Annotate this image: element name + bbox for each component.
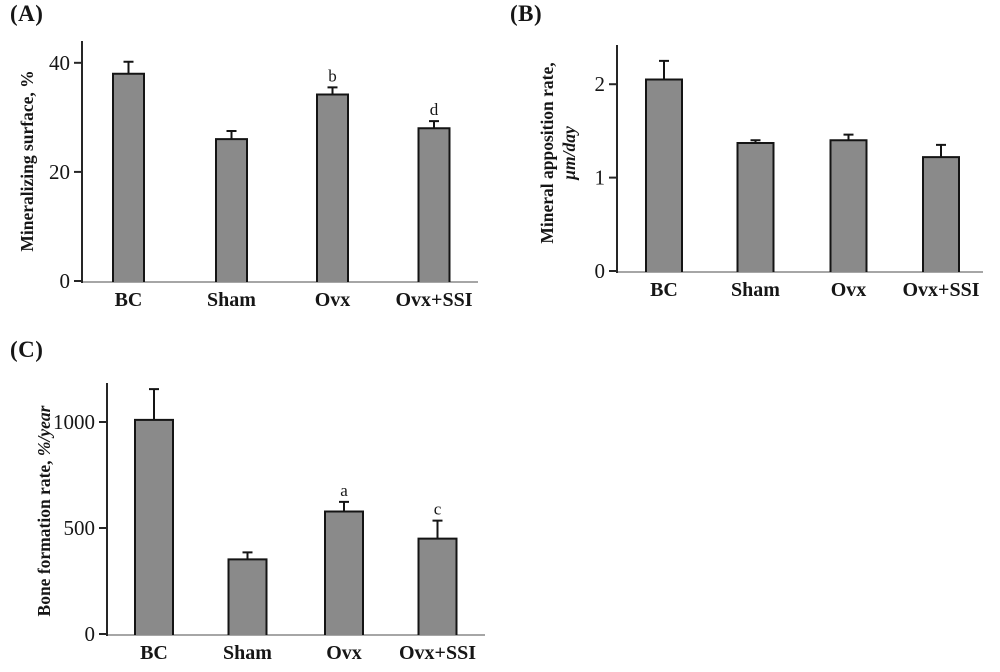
y-tick-label: 0 (85, 622, 96, 646)
error-bar-BC (149, 388, 159, 420)
y-tick-label: 2 (595, 72, 606, 96)
panel-label-c: (C) (10, 337, 44, 362)
sig-letter-Ovx+SSI: d (430, 100, 439, 119)
y-tick-label: 40 (49, 51, 70, 75)
panel-label-b: (B) (510, 1, 543, 26)
error-bar-Sham (226, 130, 237, 140)
error-bar-BC (659, 59, 669, 80)
sig-letter-Ovx: b (328, 66, 337, 85)
x-tick-label-Ovx+SSI: Ovx+SSI (399, 642, 476, 664)
bar-Sham (227, 558, 268, 635)
error-bar-Ovx (327, 86, 338, 95)
error-bar-Ovx+SSI (432, 519, 443, 539)
sig-letter-Ovx+SSI: c (434, 500, 442, 519)
error-bar-Ovx+SSI (429, 120, 439, 129)
bar-BC (645, 78, 683, 272)
x-tick-label-Ovx+SSI: Ovx+SSI (903, 279, 980, 301)
x-tick-label-Ovx+SSI: Ovx+SSI (396, 289, 473, 311)
bar-Ovx+SSI (417, 537, 458, 635)
y-tick-label: 0 (60, 269, 71, 293)
panel-a: (A) BC Sham Ovx b Ovx+SSI d 0 20 40 Mineralizing … (0, 0, 500, 336)
y-axis-title: Mineralizing surface, % (17, 70, 37, 251)
bar-Sham (736, 142, 775, 272)
y-tick-label: 20 (49, 160, 70, 184)
x-tick-label-BC: BC (140, 642, 168, 664)
bar-Sham (215, 138, 248, 282)
error-bar-Ovx+SSI (936, 143, 946, 158)
error-bar-Sham (750, 139, 761, 144)
x-tick-label-Sham: Sham (223, 642, 272, 664)
sig-letter-Ovx: a (340, 481, 348, 500)
x-tick-label-Sham: Sham (207, 289, 256, 311)
bar-Ovx (829, 139, 868, 272)
bar-chart-mineralizing-surface: BC Sham Ovx b Ovx+SSI d 0 20 40 Mineralizing surf… (17, 41, 478, 311)
panel-label-a: (A) (10, 1, 44, 26)
x-tick-label-BC: BC (650, 279, 678, 301)
bar-Ovx (316, 93, 349, 282)
y-axis-title: Bone formation rate, %/year (34, 405, 54, 616)
bar-chart-mineral-apposition-rate: BC Sham Ovx Ovx+SSI 0 1 2 Mineral apposition ra… (537, 45, 983, 301)
y-tick-label: 1 (595, 166, 606, 190)
bar-Ovx+SSI (922, 156, 960, 272)
error-bar-Ovx (843, 133, 854, 141)
y-tick-label: 0 (595, 259, 606, 283)
bar-BC (112, 72, 145, 282)
panel-b: (B) BC Sham Ovx Ovx+SSI 0 1 2 Mineral appositio… (500, 0, 1000, 336)
x-tick-label-Ovx: Ovx (831, 279, 867, 301)
error-bar-BC (123, 60, 134, 74)
x-tick-label-BC: BC (115, 289, 143, 311)
panel-c: (C) BC Sham Ovx a Ovx+SSI c 0 500 1000 Bone forma… (0, 336, 500, 672)
y-axis-title: Mineral apposition rate, μm/day (537, 62, 579, 243)
bar-BC (134, 418, 174, 635)
x-tick-label-Ovx: Ovx (326, 642, 362, 664)
bar-Ovx+SSI (417, 127, 451, 282)
error-bar-Ovx (339, 500, 349, 512)
x-tick-label-Sham: Sham (731, 279, 780, 301)
y-tick-label: 500 (64, 516, 96, 540)
y-tick-label: 1000 (53, 410, 95, 434)
bar-Ovx (324, 510, 364, 635)
error-bar-Sham (242, 551, 253, 560)
x-tick-label-Ovx: Ovx (315, 289, 351, 311)
